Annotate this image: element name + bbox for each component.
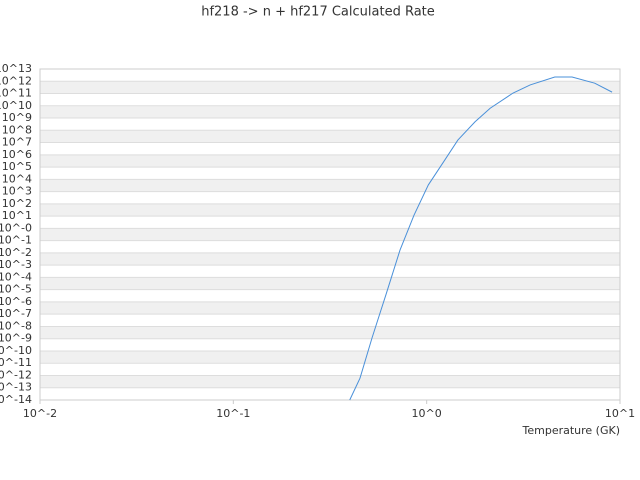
- y-tick-label: 10^13: [0, 62, 32, 75]
- grid-band: [40, 228, 620, 241]
- x-tick-label: 10^-2: [23, 407, 57, 420]
- grid-band: [40, 375, 620, 388]
- y-tick-label: 10^-12: [0, 368, 32, 381]
- y-tick-label: 10^5: [2, 160, 32, 173]
- y-tick-label: 10^-2: [0, 246, 32, 259]
- chart-title: hf218 -> n + hf217 Calculated Rate: [201, 5, 435, 20]
- y-tick-label: 10^2: [2, 197, 32, 210]
- y-tick-label: 10^11: [0, 87, 32, 100]
- x-tick-label: 10^1: [605, 407, 635, 420]
- x-tick-label: 10^-1: [216, 407, 250, 420]
- y-tick-label: 10^-8: [0, 319, 32, 332]
- y-tick-label: 10^-13: [0, 381, 32, 394]
- y-tick-label: 10^-4: [0, 270, 32, 283]
- y-tick-label: 10^3: [2, 185, 32, 198]
- grid-band: [40, 277, 620, 290]
- y-tick-label: 10^-5: [0, 283, 32, 296]
- grid-band: [40, 105, 620, 119]
- y-tick-label: 10^12: [0, 74, 32, 87]
- plot-frame: [39, 68, 621, 401]
- grid-band: [40, 130, 620, 143]
- y-tick-label: 10^-10: [0, 344, 32, 357]
- line-series: [349, 76, 613, 401]
- grid-band: [40, 154, 620, 168]
- y-tick-label: 10^-9: [0, 332, 32, 345]
- grid-band: [40, 301, 620, 315]
- y-tick-label: 10^-7: [0, 307, 32, 320]
- y-tick-label: 10^8: [2, 123, 32, 136]
- y-tick-label: 10^1: [2, 209, 32, 222]
- grid-band: [40, 350, 620, 364]
- y-tick-label: 10^6: [2, 148, 32, 161]
- y-tick-label: 10^-14: [0, 393, 32, 406]
- x-tick-label: 10^0: [412, 407, 442, 420]
- y-tick-label: 10^-1: [0, 234, 32, 247]
- grid-band: [40, 203, 620, 217]
- y-tick-label: 10^10: [0, 99, 32, 112]
- y-tick-label: 10^4: [2, 172, 32, 185]
- y-tick-label: 10^9: [2, 111, 32, 124]
- grid-band: [40, 81, 620, 94]
- grid-band: [40, 179, 620, 192]
- y-tick-label: 10^-0: [0, 221, 32, 234]
- y-tick-label: 10^-6: [0, 295, 32, 308]
- grid-band: [40, 326, 620, 339]
- y-tick-label: 10^7: [2, 136, 32, 149]
- x-axis-label: Temperature (GK): [522, 424, 621, 437]
- y-tick-label: 10^-11: [0, 356, 32, 369]
- y-tick-label: 10^-3: [0, 258, 32, 271]
- grid-band: [40, 252, 620, 266]
